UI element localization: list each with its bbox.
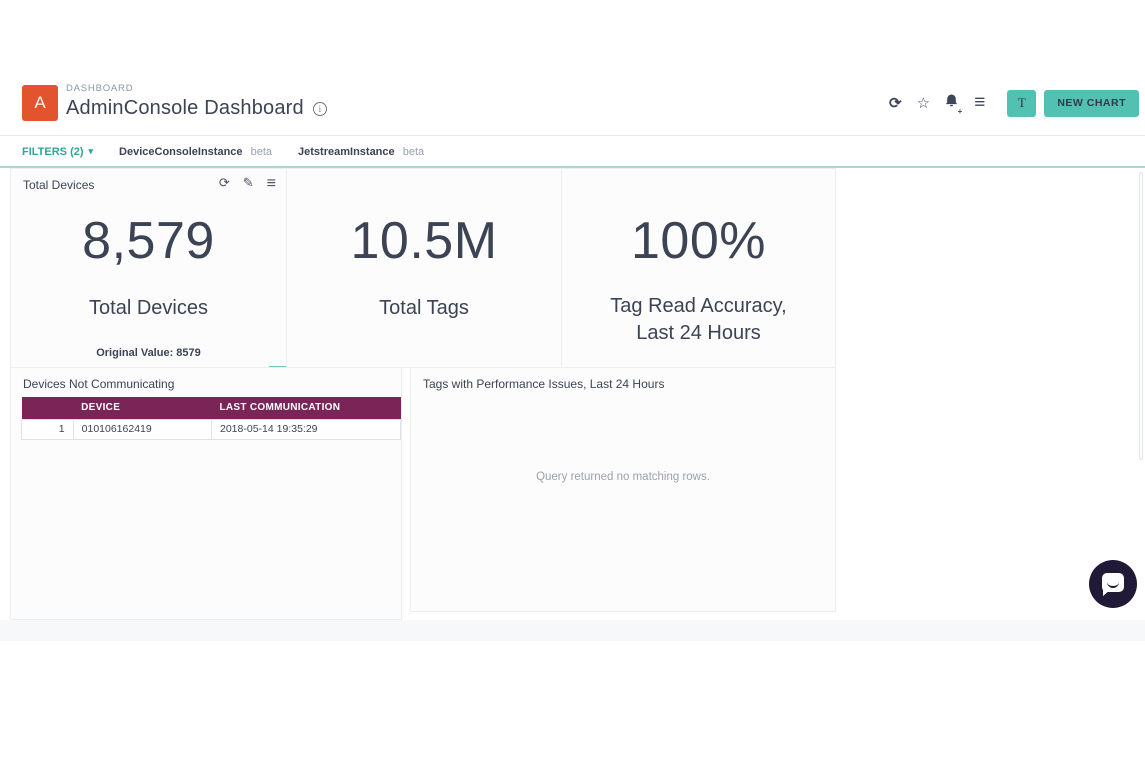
breadcrumb: DASHBOARD (66, 83, 134, 94)
devices-table: DEVICE LAST COMMUNICATION 1 010106162419… (21, 397, 401, 440)
col-header-device: DEVICE (73, 397, 212, 419)
app-header: A DASHBOARD AdminConsole Dashboard i ⟳ ☆… (0, 70, 1145, 136)
total-devices-value: 8,579 (82, 212, 215, 270)
chart-menu-icon[interactable]: ≡ (266, 175, 276, 192)
bell-icon (945, 94, 957, 107)
user-avatar-button[interactable]: T (1007, 89, 1037, 117)
device-cell: 010106162419 (72, 418, 213, 440)
chart-card-devices-not-communicating[interactable]: Devices Not Communicating DEVICE LAST CO… (10, 367, 402, 620)
chat-bubble-icon (1102, 573, 1124, 596)
total-tags-value: 10.5M (350, 212, 498, 270)
filter-deviceconsoleinstance[interactable]: DeviceConsoleInstance beta (119, 146, 272, 158)
new-chart-button[interactable]: NEW CHART (1044, 89, 1139, 117)
chart-card-total-tags[interactable]: 10.5M Total Tags (286, 168, 562, 368)
table-header-row: DEVICE LAST COMMUNICATION (21, 397, 401, 419)
filters-label: FILTERS (2) (22, 145, 84, 158)
last-communication-cell: 2018-05-14 19:35:29 (211, 418, 401, 440)
tag-accuracy-value: 100% (631, 212, 766, 270)
chart-edit-icon[interactable]: ✎ (242, 175, 254, 190)
chart-refresh-icon[interactable]: ⟳ (218, 175, 230, 190)
filter-name: JetstreamInstance (298, 145, 395, 158)
favorite-star-icon[interactable]: ☆ (916, 95, 931, 112)
page-title: AdminConsole Dashboard (66, 97, 304, 119)
col-header-last-communication: LAST COMMUNICATION (211, 397, 401, 419)
dashboard-canvas: Total Devices ⟳ ✎ ≡ 8,579 Total Devices … (0, 168, 1145, 620)
add-alert-icon[interactable]: + (937, 93, 965, 116)
chat-widget-button[interactable] (1089, 560, 1137, 608)
header-actions: ⟳ ☆ + ≡ T NEW CHART (881, 70, 1145, 136)
smile-icon (1107, 582, 1119, 588)
chart-card-total-devices[interactable]: Total Devices ⟳ ✎ ≡ 8,579 Total Devices … (10, 168, 292, 371)
refresh-icon[interactable]: ⟳ (889, 95, 902, 112)
chart-card-tags-performance-issues[interactable]: Tags with Performance Issues, Last 24 Ho… (410, 367, 836, 612)
chart-toolbar: ⟳ ✎ ≡ (219, 175, 276, 193)
filter-bar: FILTERS (2) ▾ DeviceConsoleInstance beta… (0, 137, 1145, 168)
chart-title: Total Devices (23, 178, 95, 192)
filters-dropdown[interactable]: FILTERS (2) ▾ (22, 146, 93, 158)
beta-badge: beta (402, 145, 425, 158)
filter-name: DeviceConsoleInstance (119, 145, 243, 158)
beta-badge: beta (250, 145, 273, 158)
vertical-scrollbar[interactable] (1139, 172, 1143, 460)
row-index: 1 (21, 418, 74, 440)
total-devices-label: Total Devices (89, 297, 208, 319)
original-value-note: Original Value: 8579 (96, 347, 201, 359)
info-icon[interactable]: i (312, 101, 327, 116)
canvas-bottom-band (0, 620, 1145, 641)
chevron-down-icon: ▾ (88, 146, 94, 156)
header-text: DASHBOARD AdminConsole Dashboard i (66, 83, 327, 120)
chart-card-tag-read-accuracy[interactable]: 100% Tag Read Accuracy, Last 24 Hours (561, 168, 836, 368)
dashboard-logo: A (22, 85, 58, 121)
chart-title: Tags with Performance Issues, Last 24 Ho… (423, 377, 665, 391)
empty-result-message: Query returned no matching rows. (536, 471, 710, 483)
filter-jetstreaminstance[interactable]: JetstreamInstance beta (298, 146, 424, 158)
tag-accuracy-label: Tag Read Accuracy, Last 24 Hours (610, 295, 787, 344)
table-row[interactable]: 1 010106162419 2018-05-14 19:35:29 (21, 418, 401, 440)
plus-badge: + (957, 107, 963, 116)
total-tags-label: Total Tags (379, 297, 469, 319)
chart-title: Devices Not Communicating (23, 377, 175, 391)
dashboard-menu-icon[interactable]: ≡ (974, 92, 985, 113)
col-header-index (21, 397, 74, 419)
